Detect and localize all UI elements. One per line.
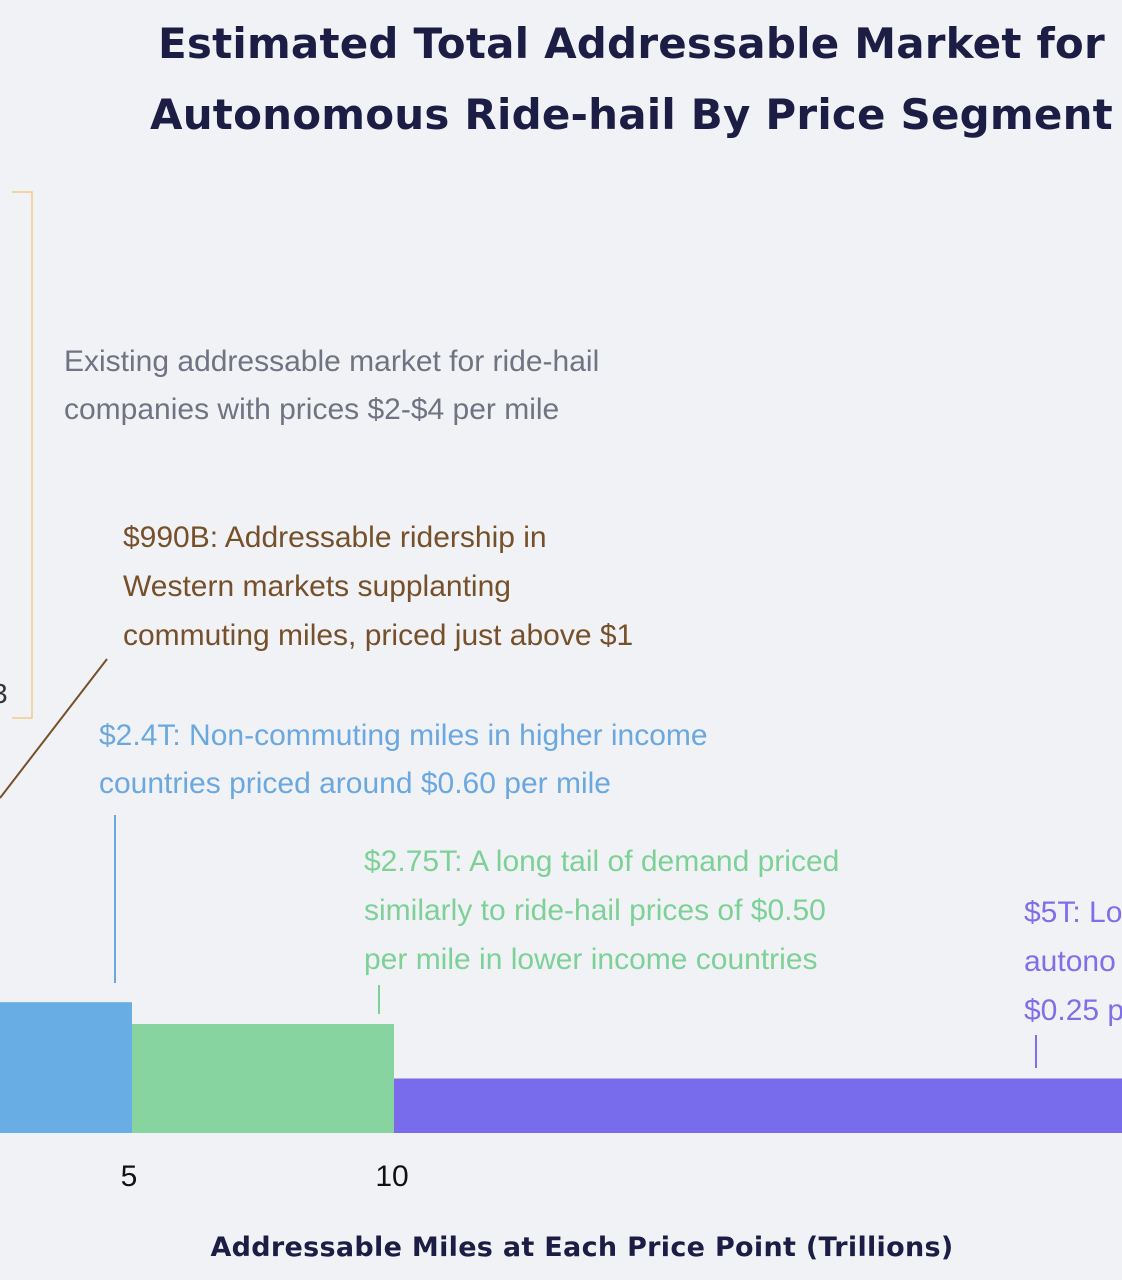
annotation-2-75t: $2.75T: A long tail of demand priced sim… [364, 837, 839, 984]
clipped-axis-label: 3 [0, 678, 8, 710]
annotation-line: Existing addressable market for ride-hai… [64, 345, 600, 378]
annotation-line: countries priced around $0.60 per mile [99, 767, 611, 800]
price-segment-bar [394, 1078, 1122, 1133]
annotation-existing-market: Existing addressable market for ride-hai… [64, 338, 599, 434]
annotation-line: Western markets supplanting [123, 570, 511, 603]
x-axis-label: Addressable Miles at Each Price Point (T… [210, 1232, 954, 1263]
x-tick-label: 10 [375, 1160, 409, 1193]
annotation-2-4t: $2.4T: Non-commuting miles in higher inc… [99, 712, 708, 808]
annotation-line: companies with prices $2-$4 per mile [64, 393, 560, 426]
chart-title-line: Estimated Total Addressable Market for [158, 19, 1105, 68]
price-segment-bar [132, 1024, 394, 1133]
annotation-line: $0.25 p [1024, 994, 1122, 1027]
annotation-990b: $990B: Addressable ridership in Western … [123, 513, 633, 660]
existing-market-bracket [12, 191, 33, 719]
chart-title-line: Autonomous Ride-hail By Price Segment [150, 90, 1113, 139]
annotation-line: per mile in lower income countries [364, 943, 818, 976]
annotation-line: $990B: Addressable ridership in [123, 521, 547, 554]
annotation-line: $2.4T: Non-commuting miles in higher inc… [99, 719, 708, 752]
annotation-5t: $5T: Lo autono $0.25 p [1024, 888, 1122, 1035]
bars-group [0, 1002, 1122, 1133]
annotation-line: $2.75T: A long tail of demand priced [364, 845, 840, 878]
price-segment-bar [0, 1002, 132, 1133]
x-tick-label: 5 [120, 1160, 138, 1193]
annotation-line: commuting miles, priced just above $1 [123, 619, 634, 652]
annotation-line: autono [1024, 945, 1116, 978]
chart-title: Estimated Total Addressable Market for A… [150, 8, 1113, 150]
annotation-line: $5T: Lo [1024, 896, 1122, 929]
leader-990b [0, 658, 108, 799]
annotation-line: similarly to ride-hail prices of $0.50 [364, 894, 826, 927]
